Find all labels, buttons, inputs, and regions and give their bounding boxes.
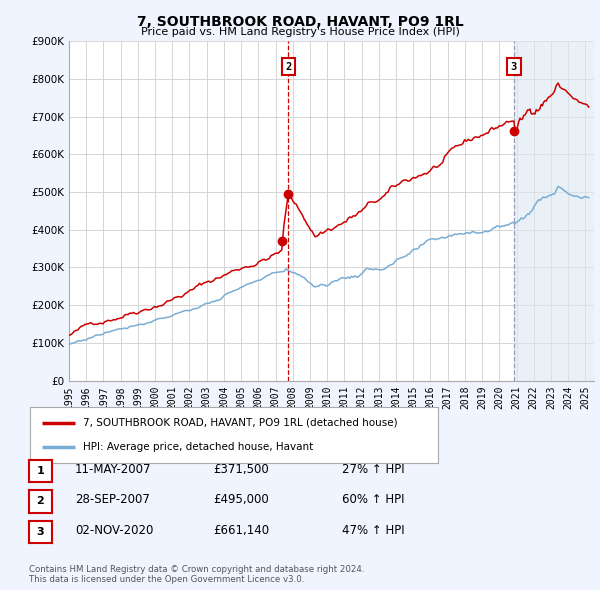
Text: 11-MAY-2007: 11-MAY-2007 (75, 463, 151, 476)
Text: £495,000: £495,000 (213, 493, 269, 506)
Text: 2: 2 (285, 62, 292, 72)
Bar (514, 41, 594, 381)
Text: HPI: Average price, detached house, Havant: HPI: Average price, detached house, Hava… (83, 442, 313, 453)
Text: 7, SOUTHBROOK ROAD, HAVANT, PO9 1RL (detached house): 7, SOUTHBROOK ROAD, HAVANT, PO9 1RL (det… (83, 418, 398, 428)
Text: 02-NOV-2020: 02-NOV-2020 (75, 524, 154, 537)
Text: 1: 1 (37, 466, 44, 476)
Text: Price paid vs. HM Land Registry's House Price Index (HPI): Price paid vs. HM Land Registry's House … (140, 27, 460, 37)
Text: £371,500: £371,500 (213, 463, 269, 476)
Text: 60% ↑ HPI: 60% ↑ HPI (342, 493, 404, 506)
Text: 2: 2 (37, 497, 44, 506)
Text: 28-SEP-2007: 28-SEP-2007 (75, 493, 150, 506)
Text: 3: 3 (511, 62, 517, 72)
Text: 3: 3 (37, 527, 44, 537)
Text: 7, SOUTHBROOK ROAD, HAVANT, PO9 1RL: 7, SOUTHBROOK ROAD, HAVANT, PO9 1RL (137, 15, 463, 29)
Text: 27% ↑ HPI: 27% ↑ HPI (342, 463, 404, 476)
Text: Contains HM Land Registry data © Crown copyright and database right 2024.
This d: Contains HM Land Registry data © Crown c… (29, 565, 364, 584)
Text: 47% ↑ HPI: 47% ↑ HPI (342, 524, 404, 537)
Text: £661,140: £661,140 (213, 524, 269, 537)
